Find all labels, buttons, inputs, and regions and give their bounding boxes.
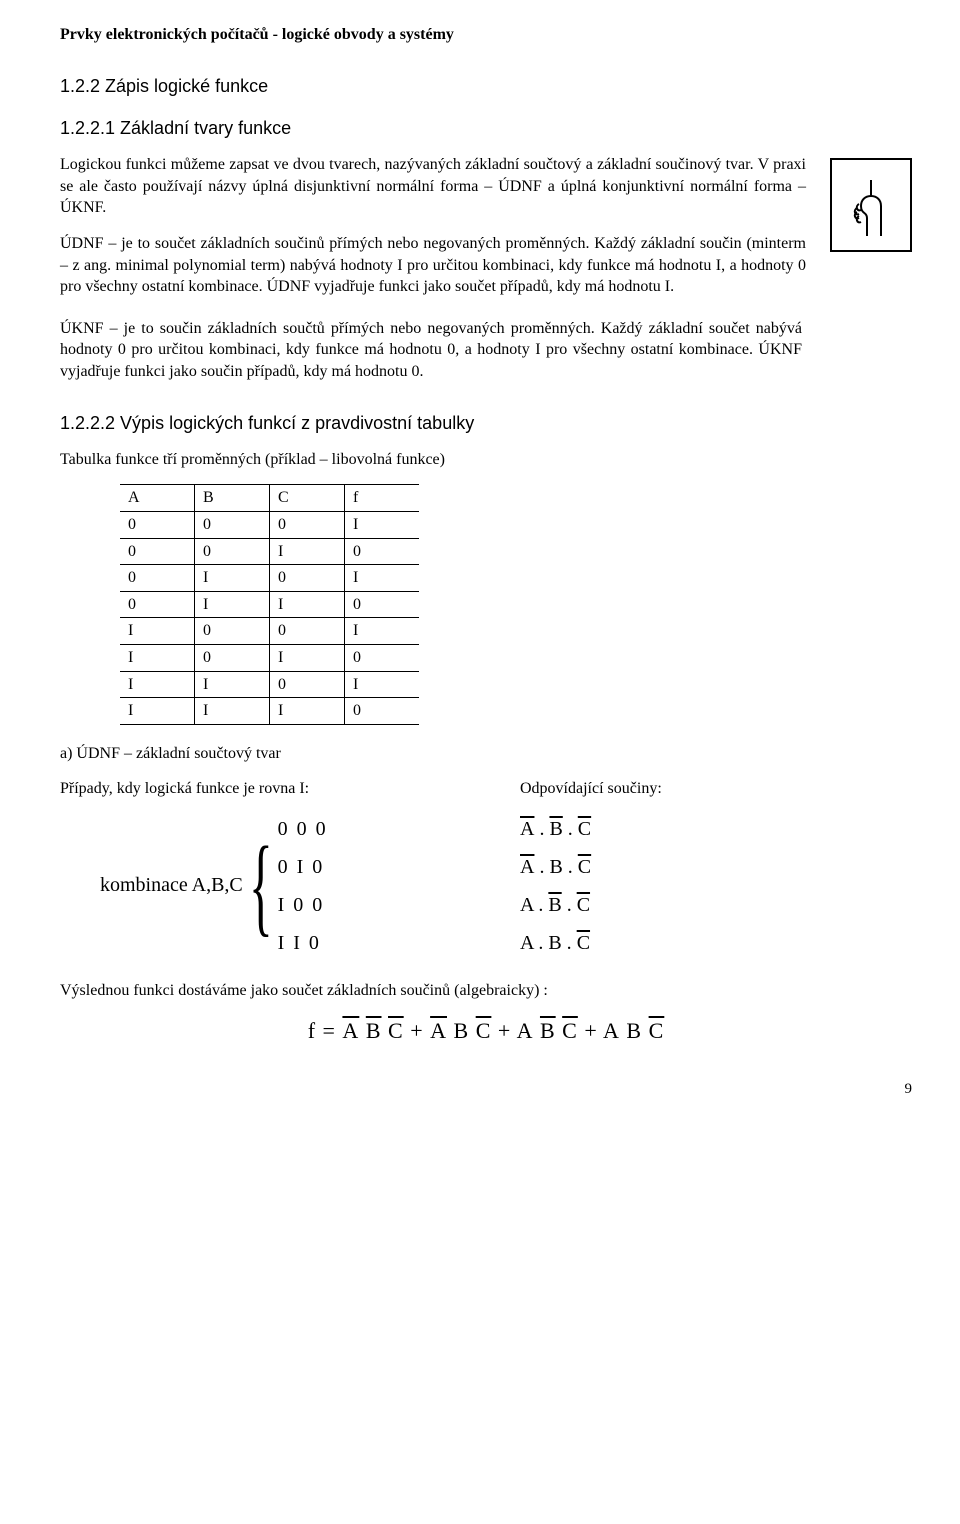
col-b: B — [195, 485, 270, 512]
heading-1-2-2-2: 1.2.2.2 Výpis logických funkcí z pravdiv… — [60, 411, 912, 435]
hint-icon — [830, 158, 912, 252]
table-row: 0I0I — [120, 565, 419, 592]
table-header-row: A B C f — [120, 485, 419, 512]
paragraph-intro: Logickou funkci můžeme zapsat ve dvou tv… — [60, 154, 806, 219]
heading-1-2-2-1: 1.2.2.1 Základní tvary funkce — [60, 116, 912, 140]
result-equation: f = A B C + A B C + A B C + A B C — [60, 1016, 912, 1046]
col-c: C — [270, 485, 345, 512]
result-intro: Výslednou funkci dostáváme jako součet z… — [60, 980, 912, 1002]
cases-prefix: kombinace A,B,C — [60, 872, 249, 899]
truth-table: A B C f 000I 00I0 0I0I 0II0 I00I I0I0 II… — [120, 484, 419, 724]
table-row: 00I0 — [120, 538, 419, 565]
case-item: 0 I 0 — [278, 848, 328, 886]
table-row: I00I — [120, 618, 419, 645]
cases-right-title: Odpovídající součiny: — [520, 778, 662, 800]
product-item: A . B . C — [520, 924, 591, 962]
heading-1-2-2: 1.2.2 Zápis logické funkce — [60, 74, 912, 98]
product-item: A . B . C — [520, 886, 591, 924]
paragraph-udnf: ÚDNF – je to součet základních součinů p… — [60, 233, 806, 298]
page-header: Prvky elektronických počítačů - logické … — [60, 24, 912, 46]
col-f: f — [345, 485, 420, 512]
case-item: I 0 0 — [278, 886, 328, 924]
paragraph-uknf: ÚKNF – je to součin základních součtů př… — [60, 318, 802, 383]
case-item: 0 0 0 — [278, 810, 328, 848]
products-list: A . B . C A . B . C A . B . C A . B . C — [520, 810, 591, 962]
table-row: 000I — [120, 512, 419, 539]
table-row: 0II0 — [120, 591, 419, 618]
section-a-label: a) ÚDNF – základní součtový tvar — [60, 743, 912, 765]
product-item: A . B . C — [520, 810, 591, 848]
col-a: A — [120, 485, 195, 512]
cases-block: kombinace A,B,C { 0 0 0 0 I 0 I 0 0 I I … — [60, 810, 520, 962]
cases-list: 0 0 0 0 I 0 I 0 0 I I 0 — [278, 810, 328, 962]
table-row: III0 — [120, 698, 419, 725]
table-row: I0I0 — [120, 644, 419, 671]
table-intro: Tabulka funkce tří proměnných (příklad –… — [60, 449, 912, 471]
cases-left-title: Případy, kdy logická funkce je rovna I: — [60, 778, 520, 800]
table-row: II0I — [120, 671, 419, 698]
product-item: A . B . C — [520, 848, 591, 886]
page-number: 9 — [60, 1079, 912, 1099]
brace-icon: { — [249, 836, 273, 935]
case-item: I I 0 — [278, 924, 328, 962]
